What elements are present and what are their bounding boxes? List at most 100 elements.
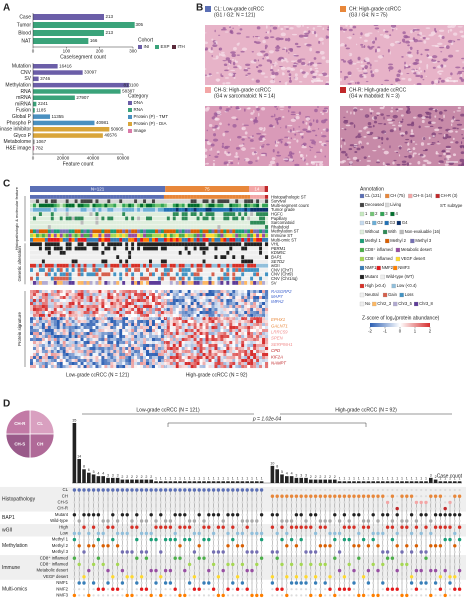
cell xyxy=(181,220,185,225)
cell xyxy=(104,220,108,225)
cell xyxy=(440,118,444,122)
cell xyxy=(214,347,218,351)
cell xyxy=(346,36,352,39)
cell xyxy=(77,296,81,300)
cell xyxy=(241,350,245,354)
cell xyxy=(214,155,219,158)
cell xyxy=(205,290,209,294)
cell xyxy=(104,344,108,348)
cell xyxy=(214,268,218,272)
cell xyxy=(199,203,203,208)
cell xyxy=(364,67,368,70)
cell xyxy=(131,332,135,336)
cell xyxy=(83,246,87,251)
cell xyxy=(400,72,403,76)
cell xyxy=(232,299,236,303)
cell xyxy=(151,344,156,348)
cell xyxy=(154,329,159,333)
cell xyxy=(32,281,37,285)
cell xyxy=(217,308,221,312)
cell xyxy=(149,268,153,272)
cell xyxy=(208,207,212,212)
cell xyxy=(373,25,379,27)
cell xyxy=(178,329,182,333)
cell xyxy=(190,255,194,259)
annotation-row xyxy=(30,203,269,208)
cell xyxy=(178,317,182,321)
cell xyxy=(56,323,60,327)
cell xyxy=(217,326,221,330)
cell xyxy=(220,293,224,297)
cell xyxy=(202,323,206,327)
cell xyxy=(83,195,87,199)
cell xyxy=(146,229,150,234)
cell xyxy=(348,147,353,151)
cell xyxy=(265,263,269,268)
cell xyxy=(220,308,224,312)
cell xyxy=(205,329,209,333)
cell xyxy=(244,246,248,251)
cell xyxy=(223,242,227,247)
cell xyxy=(208,268,212,272)
cell xyxy=(241,259,245,264)
cell xyxy=(439,29,445,32)
cell xyxy=(110,195,114,199)
cell xyxy=(113,203,117,208)
cell xyxy=(134,344,138,348)
group-bar xyxy=(165,186,250,192)
cell xyxy=(402,118,404,121)
cell xyxy=(196,199,200,204)
cell xyxy=(400,114,404,117)
cell xyxy=(101,263,105,268)
cell xyxy=(244,335,248,339)
cell xyxy=(163,350,167,354)
cell xyxy=(266,59,271,62)
category-label: Metabolome xyxy=(3,139,31,145)
cell xyxy=(360,32,363,36)
cell xyxy=(244,359,248,363)
cell xyxy=(134,359,138,363)
cell xyxy=(41,220,45,225)
histology-image xyxy=(205,106,329,166)
cell xyxy=(140,281,144,285)
cell xyxy=(262,344,266,348)
cell xyxy=(445,148,452,150)
cell xyxy=(265,350,269,354)
cell xyxy=(59,356,63,360)
cell xyxy=(89,326,93,330)
cell xyxy=(193,268,197,272)
cell xyxy=(151,311,156,315)
cell xyxy=(77,263,81,268)
cell xyxy=(217,296,221,300)
cell xyxy=(65,359,69,363)
cell xyxy=(265,212,269,216)
cell xyxy=(59,233,63,238)
cell xyxy=(208,216,212,221)
cell xyxy=(134,195,138,199)
cell xyxy=(253,242,257,247)
cell xyxy=(295,113,300,116)
cell xyxy=(256,359,260,363)
cell xyxy=(50,255,54,259)
cell xyxy=(113,317,117,321)
cell xyxy=(205,263,209,268)
cell xyxy=(229,263,233,268)
cell xyxy=(104,276,108,281)
cell xyxy=(457,70,462,75)
cell xyxy=(259,207,263,212)
cell xyxy=(259,229,263,234)
cell xyxy=(137,220,141,225)
cell xyxy=(250,362,254,366)
cell xyxy=(140,220,144,225)
cell xyxy=(32,347,37,351)
cell xyxy=(178,305,182,309)
cell xyxy=(160,326,164,330)
cell xyxy=(223,268,227,272)
cell xyxy=(229,365,233,369)
cell xyxy=(220,338,224,342)
cell xyxy=(259,347,263,351)
cell xyxy=(262,212,266,216)
cell xyxy=(241,47,248,51)
cell xyxy=(160,356,164,360)
cell xyxy=(98,272,102,277)
